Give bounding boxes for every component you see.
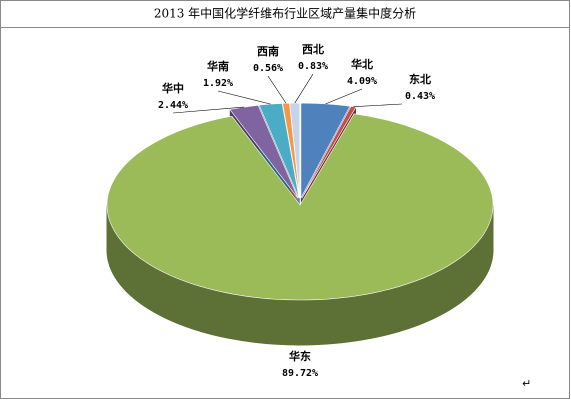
data-label-name: 西北 bbox=[302, 42, 324, 56]
slice bbox=[106, 113, 494, 301]
leader-line bbox=[267, 75, 287, 104]
data-label-value: 0.43% bbox=[405, 91, 435, 102]
chart-title: 2013 年中国化学纤维布行业区域产量集中度分析 bbox=[154, 6, 416, 21]
slice bbox=[258, 103, 300, 199]
data-label-name: 华南 bbox=[207, 59, 229, 73]
leader-line bbox=[353, 103, 403, 108]
paragraph-mark: ↵ bbox=[522, 377, 531, 390]
slice bbox=[289, 102, 301, 199]
data-label-value: 1.92% bbox=[203, 78, 233, 89]
data-label-name: 东北 bbox=[409, 72, 431, 86]
data-label-name: 西南 bbox=[257, 44, 279, 58]
data-label-value: 89.72% bbox=[282, 368, 318, 379]
data-label-value: 0.56% bbox=[253, 63, 283, 74]
data-label-value: 0.83% bbox=[298, 61, 328, 72]
slice bbox=[300, 102, 351, 199]
data-label-value: 2.44% bbox=[158, 100, 188, 111]
data-label-value: 4.09% bbox=[347, 76, 377, 87]
data-label-name: 华中 bbox=[162, 81, 184, 95]
data-label-name: 华北 bbox=[351, 57, 373, 71]
leader-line bbox=[294, 73, 314, 104]
leader-line bbox=[217, 90, 271, 105]
data-label-name: 华东 bbox=[289, 349, 311, 363]
leader-line bbox=[172, 106, 244, 114]
leader-line bbox=[325, 88, 363, 105]
